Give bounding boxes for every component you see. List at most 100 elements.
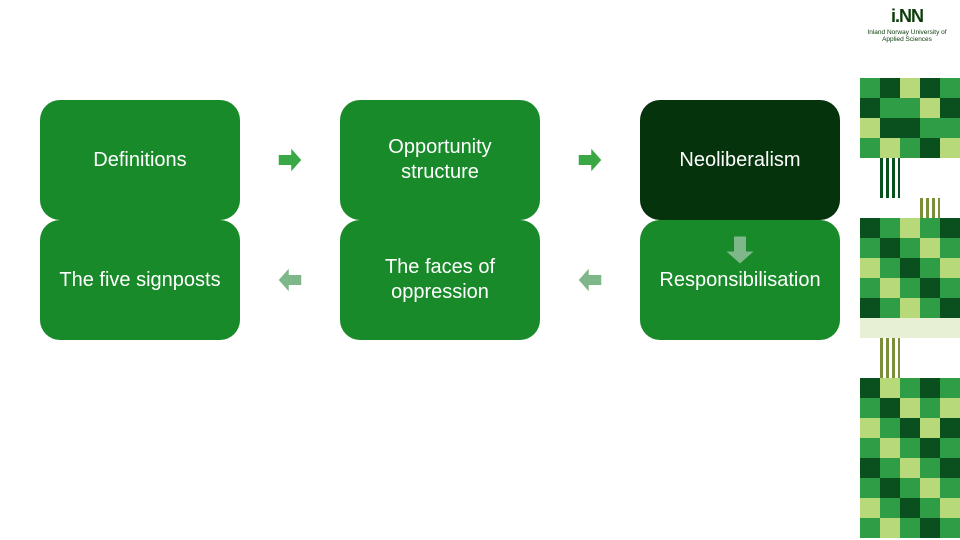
pattern-cell [940,298,960,318]
pattern-cell [900,218,920,238]
pattern-cell [900,378,920,398]
pattern-cell [880,78,900,98]
pattern-cell [880,178,900,198]
pattern-cell [860,298,880,318]
pattern-cell [860,158,880,178]
pattern-cell [860,138,880,158]
pattern-cell [860,218,880,238]
pattern-cell [900,178,920,198]
pattern-cell [860,278,880,298]
pattern-cell [940,318,960,338]
pattern-cell [880,298,900,318]
pattern-cell [860,238,880,258]
pattern-cell [920,518,940,538]
arrow-right-icon [572,142,608,178]
pattern-cell [920,298,940,318]
pattern-cell [920,138,940,158]
pattern-cell [880,138,900,158]
pattern-cell [920,318,940,338]
pattern-cell [940,378,960,398]
pattern-cell [860,418,880,438]
pattern-cell [860,378,880,398]
pattern-cell [920,438,940,458]
pattern-cell [940,138,960,158]
pattern-cell [880,378,900,398]
node-signposts: The five signposts [40,220,240,340]
pattern-cell [920,478,940,498]
pattern-cell [860,518,880,538]
flow-diagram: Definitions Opportunity structure Neolib… [40,100,840,440]
pattern-cell [860,198,880,218]
pattern-cell [920,118,940,138]
pattern-cell [940,438,960,458]
pattern-cell [940,518,960,538]
pattern-cell [920,498,940,518]
pattern-cell [920,338,940,358]
pattern-cell [940,158,960,178]
pattern-cell [880,118,900,138]
pattern-cell [900,138,920,158]
pattern-cell [920,398,940,418]
pattern-cell [900,78,920,98]
pattern-cell [940,338,960,358]
side-band: i.NN Inland Norway University of Applied… [860,0,960,540]
node-opportunity: Opportunity structure [340,100,540,220]
slide: Definitions Opportunity structure Neolib… [0,0,960,540]
pattern-cell [900,258,920,278]
pattern-cell [940,218,960,238]
pattern-cell [940,78,960,98]
node-neoliberalism: Neoliberalism [640,100,840,220]
pattern-cell [880,438,900,458]
arrow-down-icon [722,232,758,268]
pattern-cell [900,318,920,338]
pattern-cell [920,418,940,438]
flow-row-2: The five signposts The faces of oppressi… [40,220,840,340]
pattern-cell [920,258,940,278]
pattern-cell [900,278,920,298]
logo: i.NN Inland Norway University of Applied… [860,6,954,70]
pattern-cell [940,98,960,118]
pattern-cell [880,458,900,478]
pattern-cell [880,198,900,218]
pattern-cell [940,258,960,278]
pattern-cell [900,518,920,538]
pattern-cell [860,358,880,378]
pattern-cell [900,438,920,458]
pattern-cell [900,118,920,138]
pattern-cell [940,358,960,378]
pattern-cell [940,278,960,298]
pattern-cell [900,418,920,438]
pattern-cell [880,418,900,438]
pattern-cell [900,398,920,418]
pattern-cell [900,158,920,178]
pattern-cell [860,438,880,458]
pattern-cell [880,398,900,418]
pattern-cell [900,298,920,318]
pattern-cell [880,278,900,298]
logo-text: i.NN [860,6,954,27]
pattern-cell [860,478,880,498]
pattern-cell [900,98,920,118]
pattern-cell [940,418,960,438]
pattern-cell [940,398,960,418]
pattern-cell [920,78,940,98]
pattern-cell [920,98,940,118]
pattern-cell [900,458,920,478]
pattern-cell [940,238,960,258]
flow-row-1: Definitions Opportunity structure Neolib… [40,100,840,220]
pattern-cell [900,238,920,258]
pattern-cell [880,478,900,498]
pattern-cell [860,78,880,98]
pattern-cell [920,218,940,238]
pattern-cell [920,178,940,198]
pattern-cell [880,318,900,338]
pattern-cell [900,338,920,358]
pattern-cell [860,338,880,358]
side-band-pattern [860,78,960,540]
pattern-cell [860,498,880,518]
pattern-cell [920,158,940,178]
node-definitions: Definitions [40,100,240,220]
arrow-left-icon [272,262,308,298]
pattern-cell [940,198,960,218]
pattern-cell [900,498,920,518]
